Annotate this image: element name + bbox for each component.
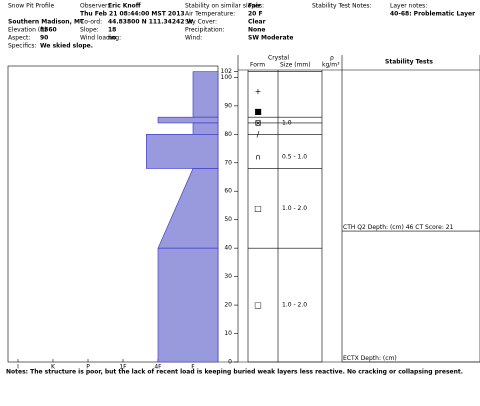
test-text: ECTX Depth: (cm) (343, 355, 399, 362)
crystal-form: ∩ (255, 153, 261, 162)
test-part: Depth: (cm) (361, 355, 397, 362)
field-value: 90 (40, 35, 48, 42)
layer (157, 116, 219, 124)
depth-label: 60 (224, 188, 232, 195)
hardness-label: P (86, 364, 90, 371)
hardness-label: K (51, 364, 56, 371)
density-header: ρ (330, 55, 334, 62)
field-value: 8860 (40, 27, 57, 34)
layer (192, 71, 219, 118)
field-label: Precipitation: (185, 27, 225, 34)
crystal-form: □ (254, 204, 262, 213)
field-label: Elevation (ft) (8, 27, 47, 34)
hardness-label: 1F (119, 364, 127, 371)
crystal-form: + (255, 87, 262, 96)
size-header: Size (mm) (280, 62, 311, 69)
density-unit: kg/m³ (322, 62, 340, 69)
depth-label: 30 (224, 273, 232, 280)
layer (146, 134, 219, 169)
title: Snow Pit Profile (8, 3, 54, 10)
depth-label: 10 (224, 330, 232, 337)
depth-label: 20 (224, 302, 232, 309)
field-value: 44.83800 N 111.34242 W (108, 19, 193, 26)
depth-label: 80 (224, 131, 232, 138)
field-label: Air Temperature: (185, 11, 235, 18)
hardness-label: 4F (154, 364, 162, 371)
stability-notes-label: Stability Test Notes: (312, 3, 372, 10)
crystal-form: ■ (254, 107, 262, 116)
field-value: None (248, 27, 265, 34)
depth-label: 0 (228, 359, 232, 366)
test-part: 21 (446, 224, 454, 231)
tests-header: Stability Tests (385, 59, 433, 66)
crystal-size: 1.0 (282, 119, 292, 126)
field-value: no (108, 35, 116, 42)
field-label: Wind: (185, 35, 202, 42)
crystal-size: 1.0 - 2.0 (282, 205, 307, 212)
depth-label: 100 (221, 74, 233, 81)
test-part: Depth: (cm) (368, 224, 404, 231)
field-label: Specifics: (8, 43, 37, 50)
depth-label: 70 (224, 159, 232, 166)
test-part: 46 (406, 224, 414, 231)
depth-label: 90 (224, 102, 232, 109)
layer (157, 247, 219, 363)
field-value: SW Moderate (248, 35, 293, 42)
hardness-label: I (17, 364, 19, 371)
observer: Eric Knoff (108, 3, 141, 10)
field-label: Co-ord: (80, 19, 102, 26)
form-header: Form (250, 62, 265, 69)
crystal-form: □ (254, 301, 262, 310)
date: Thu Feb 21 08:44:00 MST 2013 (80, 11, 185, 18)
depth-label: 50 (224, 216, 232, 223)
field-label: Sky Cover: (185, 19, 217, 26)
field-value: 20 F (248, 11, 263, 18)
field-label: Wind loading: (80, 35, 121, 42)
field-value: Fair (248, 3, 261, 10)
layer (192, 122, 219, 135)
hardness-label: F (191, 364, 195, 371)
field-value: Clear (248, 19, 266, 26)
test-part: ECTX (343, 355, 359, 362)
field-label: Slope: (80, 27, 99, 34)
layer-notes: 40-68: Problematic Layer (390, 11, 475, 18)
field-value: We skied slope. (40, 43, 93, 50)
field-label: Stability on similar slopes: (185, 3, 264, 10)
notes: Notes: The structure is poor, but the la… (6, 369, 463, 376)
test-part: CTH Q2 (343, 224, 366, 231)
depth-label: 102 (221, 68, 233, 75)
crystal-form: / (257, 130, 260, 139)
crystal-form: ⊠ (255, 118, 262, 127)
layer (157, 168, 219, 249)
observer-label: Observer: (80, 3, 109, 10)
depth-label: 40 (224, 245, 232, 252)
field-value: 18 (108, 27, 116, 34)
crystal-size: 0.5 - 1.0 (282, 154, 307, 161)
location: Southern Madison, MT (8, 19, 85, 26)
crystal-size: 1.0 - 2.0 (282, 302, 307, 309)
layer-notes-label: Layer notes: (390, 3, 427, 10)
test-part: CT Score: (415, 224, 444, 231)
field-label: Aspect: (8, 35, 30, 42)
test-text: CTH Q2 Depth: (cm) 46 CT Score: 21 (343, 224, 454, 231)
crystal-header: Crystal (268, 55, 289, 62)
